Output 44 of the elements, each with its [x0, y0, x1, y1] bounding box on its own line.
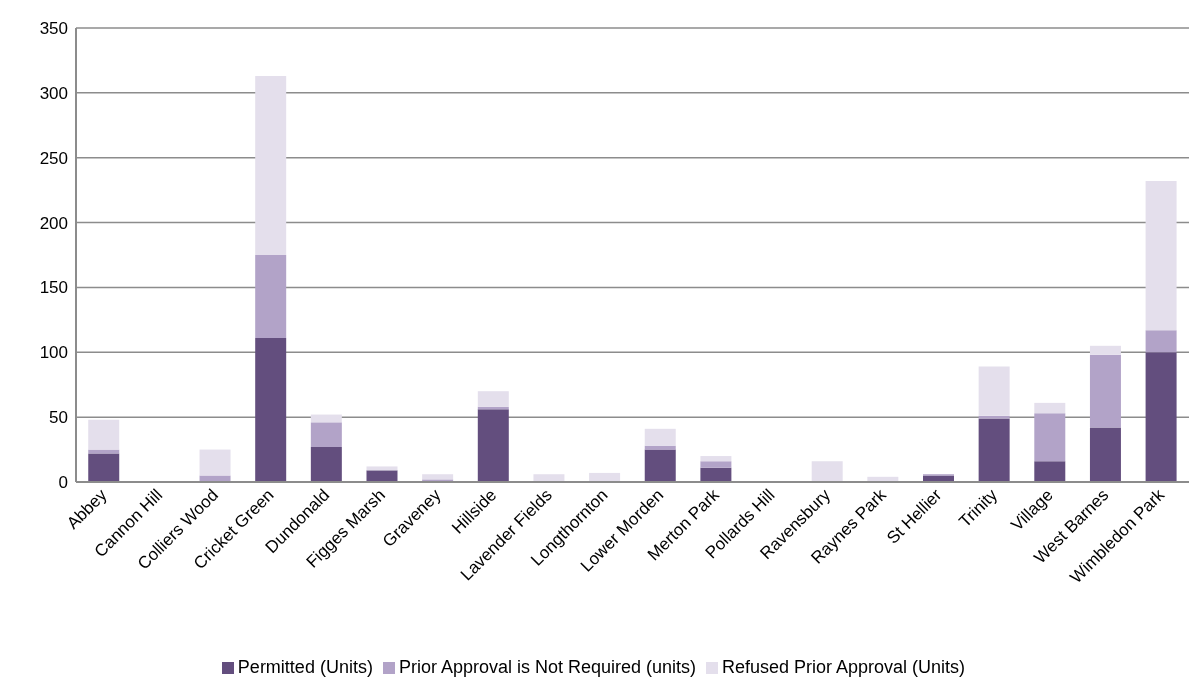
legend-label: Refused Prior Approval (Units) [722, 657, 966, 677]
bar [477, 391, 509, 407]
bar [1089, 354, 1121, 428]
bar [310, 422, 342, 447]
bar [477, 409, 509, 482]
y-tick-label: 200 [39, 213, 68, 233]
bar [978, 366, 1010, 416]
y-tick-label: 50 [49, 408, 68, 428]
bar [199, 449, 231, 476]
bar [310, 446, 342, 482]
bar [700, 461, 732, 468]
bar [644, 449, 676, 482]
bar [88, 419, 120, 450]
bar [978, 418, 1010, 482]
bar [88, 453, 120, 482]
bar [255, 255, 287, 339]
legend-label: Prior Approval is Not Required (units) [398, 657, 697, 677]
bar [1145, 181, 1177, 331]
bar [1089, 345, 1121, 355]
y-tick-label: 100 [39, 343, 68, 363]
bar [1034, 461, 1066, 482]
bar [255, 75, 287, 255]
bar [811, 461, 843, 482]
bar [422, 474, 454, 480]
y-tick-label: 0 [58, 473, 68, 493]
bar [366, 466, 398, 471]
bar [1145, 330, 1177, 353]
y-tick-label: 150 [39, 278, 68, 298]
bar [533, 474, 565, 482]
legend-label: Permitted (Units) [237, 657, 373, 677]
bar [644, 428, 676, 446]
bar [310, 414, 342, 423]
bar [1089, 427, 1121, 482]
y-tick-label: 300 [39, 83, 68, 103]
y-tick-label: 250 [39, 148, 68, 168]
bar [255, 338, 287, 482]
bar [700, 456, 732, 462]
bar [1034, 402, 1066, 414]
y-tick-label: 350 [39, 19, 68, 39]
bar [1145, 352, 1177, 482]
bar [366, 470, 398, 482]
bar [644, 445, 676, 450]
bar [700, 467, 732, 482]
bar [1034, 413, 1066, 462]
